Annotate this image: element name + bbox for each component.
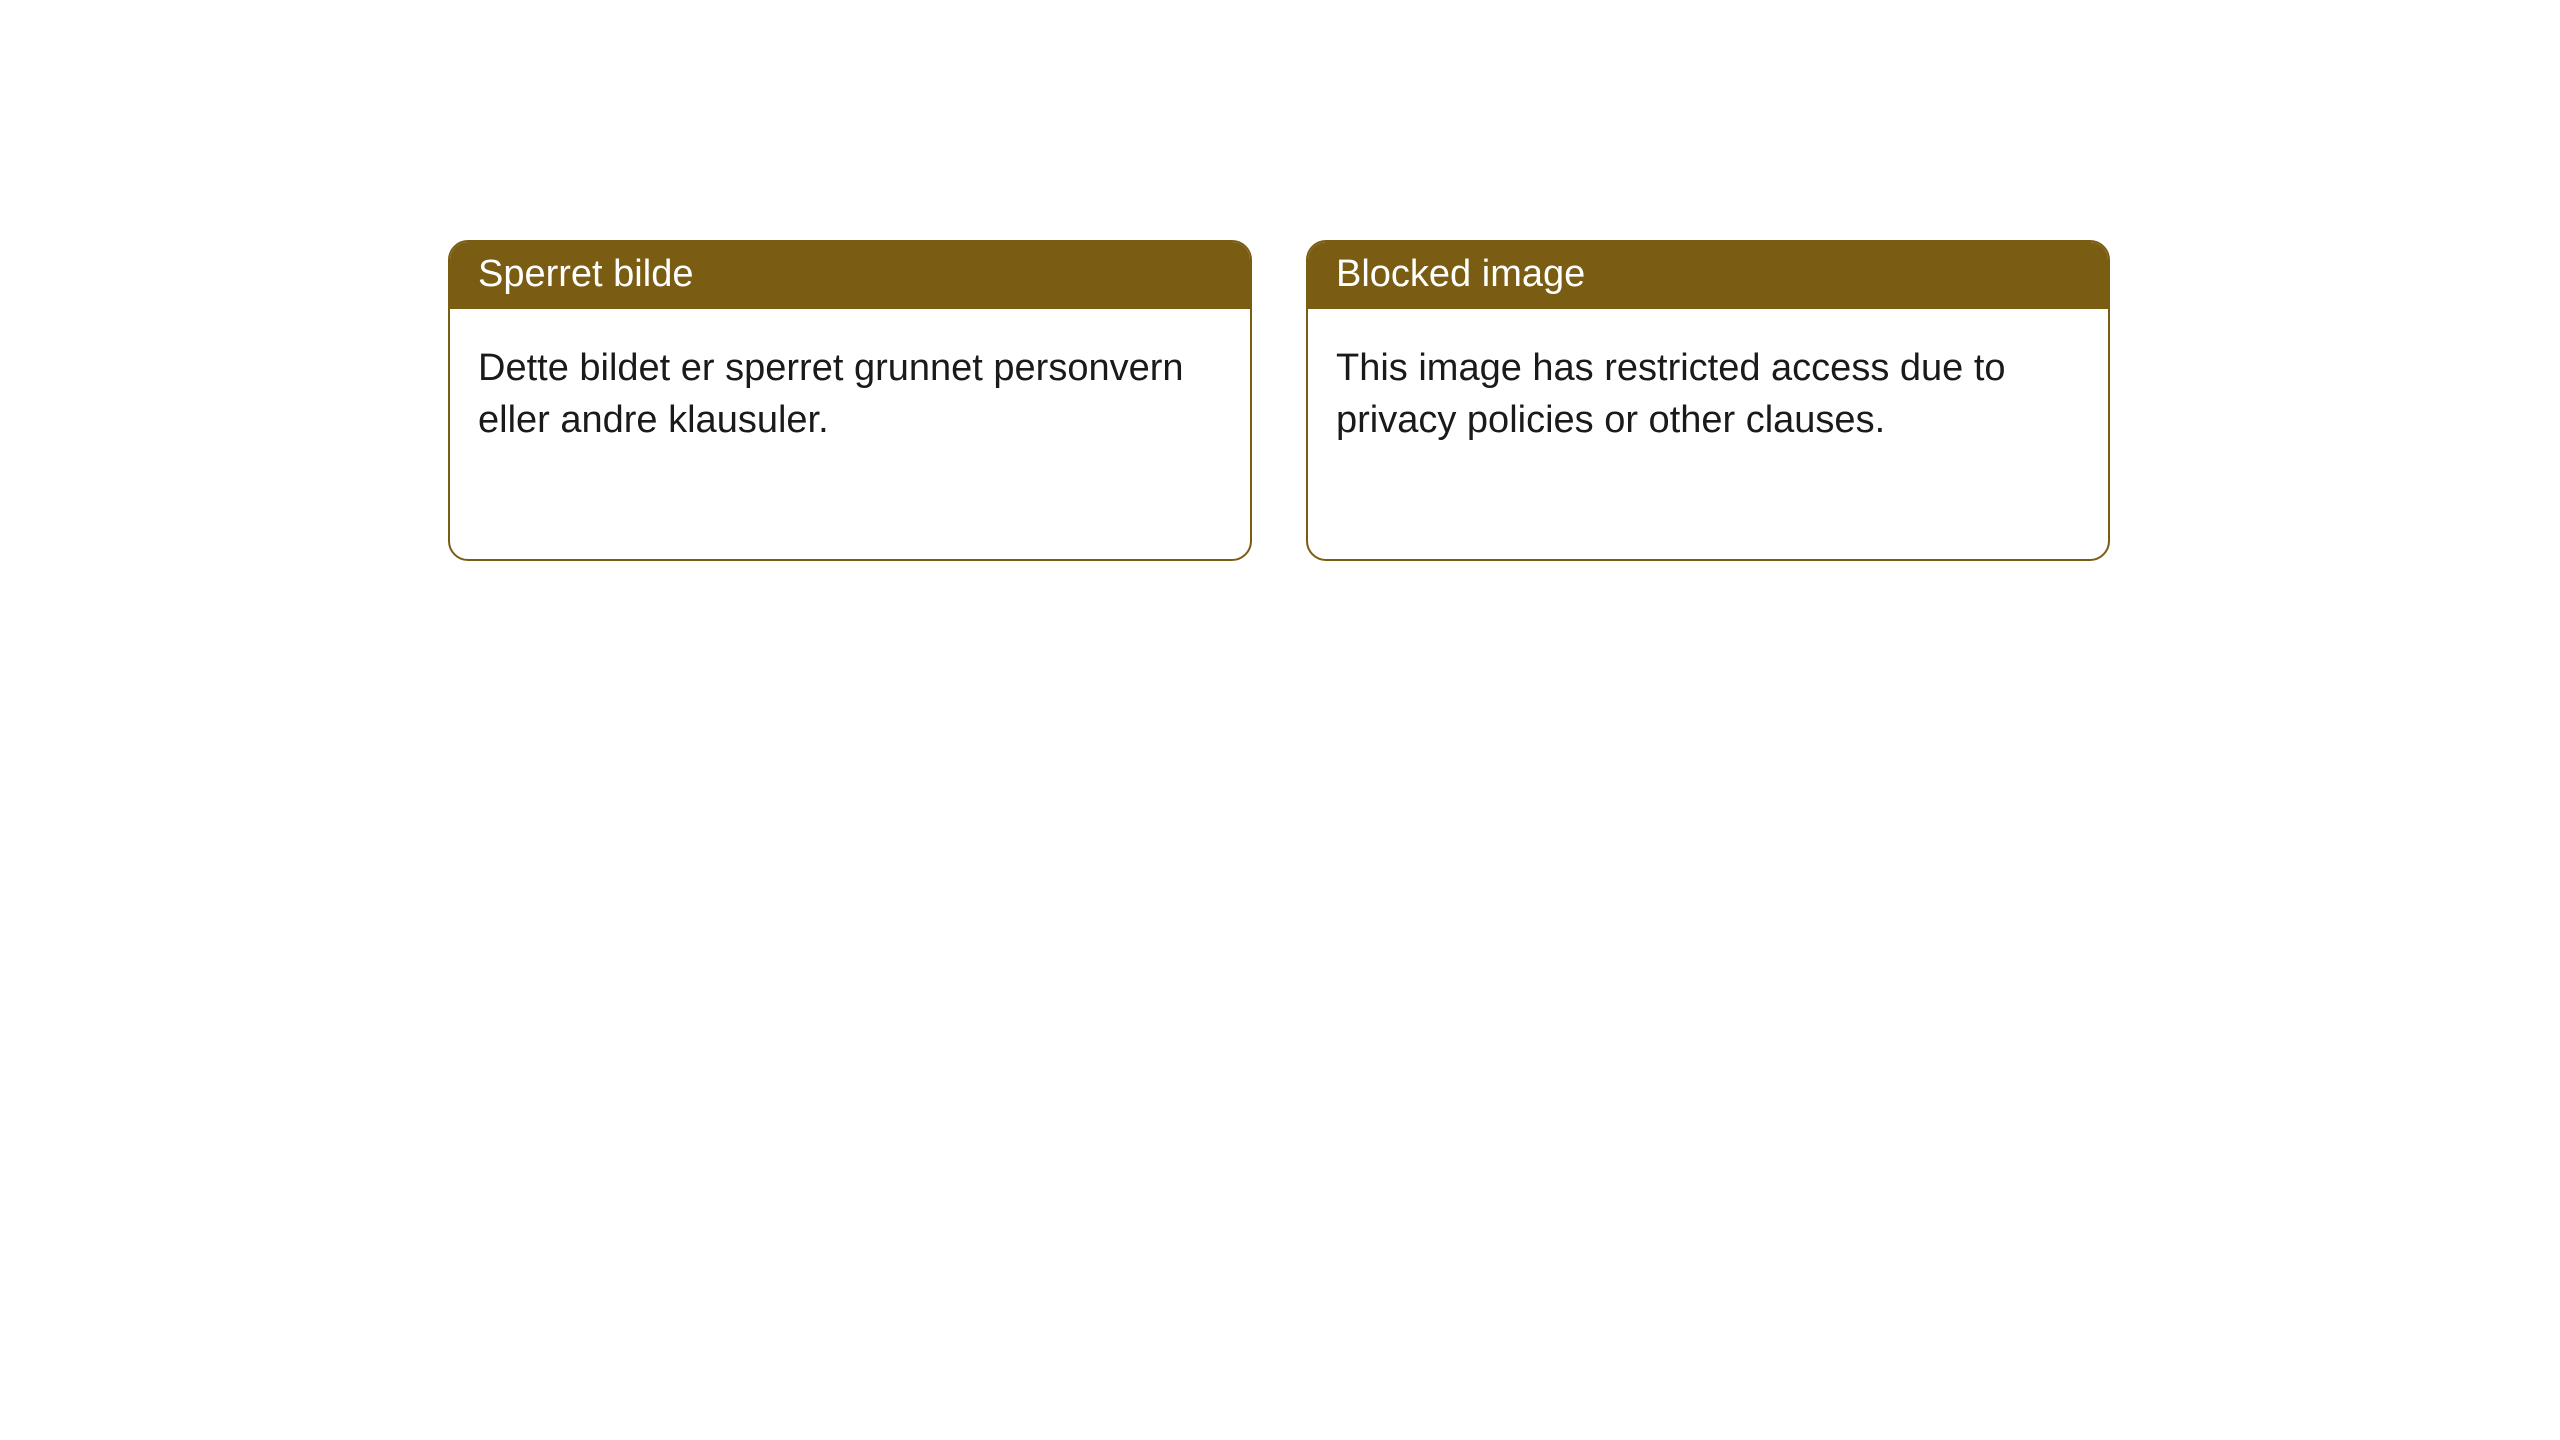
notice-card-english: Blocked image This image has restricted … xyxy=(1306,240,2110,561)
notice-body: Dette bildet er sperret grunnet personve… xyxy=(450,309,1250,559)
notice-container: Sperret bilde Dette bildet er sperret gr… xyxy=(0,0,2560,561)
notice-body: This image has restricted access due to … xyxy=(1308,309,2108,559)
notice-card-norwegian: Sperret bilde Dette bildet er sperret gr… xyxy=(448,240,1252,561)
notice-header: Blocked image xyxy=(1308,242,2108,309)
notice-header: Sperret bilde xyxy=(450,242,1250,309)
